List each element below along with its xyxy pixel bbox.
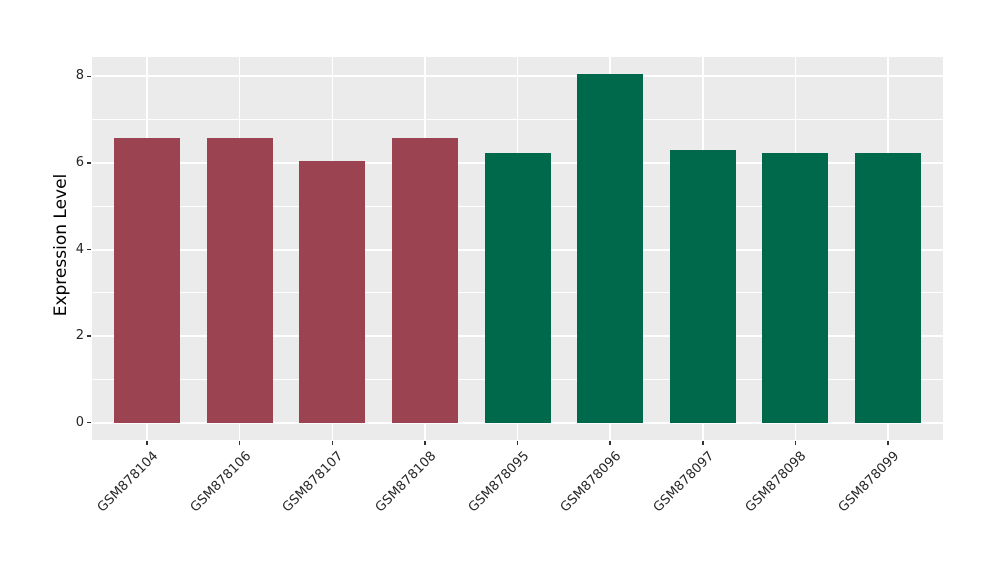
y-tick-label: 2 xyxy=(75,328,84,344)
y-tick-label: 4 xyxy=(75,241,84,257)
plot-panel xyxy=(92,57,943,440)
x-tick-mark xyxy=(609,441,611,445)
y-tick-mark xyxy=(87,248,91,251)
y-tick-mark xyxy=(87,75,91,78)
x-tick-mark xyxy=(238,441,241,445)
bar-GSM878106 xyxy=(206,138,273,423)
y-tick-mark xyxy=(87,421,91,424)
x-tick-mark xyxy=(516,441,519,445)
bar-GSM878104 xyxy=(114,138,180,423)
x-tick-mark xyxy=(424,441,426,445)
bar-GSM878098 xyxy=(762,153,829,423)
x-tick-mark xyxy=(146,441,148,445)
bar-GSM878108 xyxy=(391,138,458,423)
bar-GSM878096 xyxy=(577,74,644,423)
bar-GSM878095 xyxy=(484,153,551,423)
x-tick-mark xyxy=(887,441,889,445)
y-tick-label: 6 xyxy=(75,155,84,171)
y-tick-mark xyxy=(87,162,91,164)
y-tick-mark xyxy=(87,335,91,337)
x-tick-mark xyxy=(702,441,704,445)
bar-GSM878107 xyxy=(299,160,366,423)
x-tick-mark xyxy=(794,441,797,445)
bar-GSM878097 xyxy=(669,150,736,423)
y-tick-label: 8 xyxy=(75,68,84,84)
bar-GSM878099 xyxy=(855,153,921,423)
x-tick-mark xyxy=(331,441,333,445)
y-tick-label: 0 xyxy=(75,414,84,430)
